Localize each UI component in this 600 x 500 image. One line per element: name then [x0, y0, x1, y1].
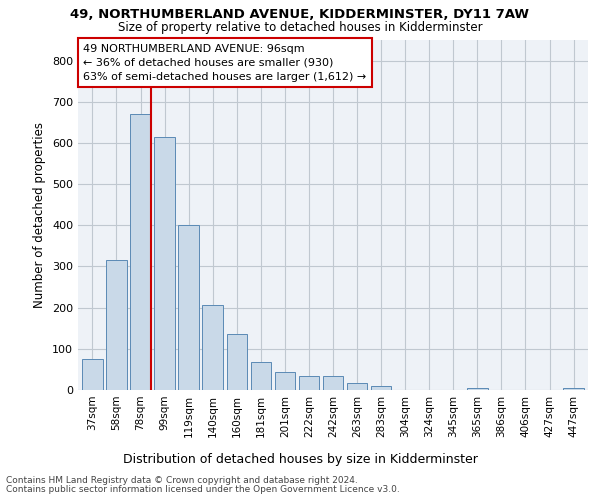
Bar	[130, 114, 151, 390]
Bar	[82, 359, 103, 390]
Bar	[275, 372, 295, 390]
Bar	[299, 376, 319, 390]
Y-axis label: Number of detached properties: Number of detached properties	[34, 122, 46, 308]
Bar	[178, 226, 199, 390]
Text: Size of property relative to detached houses in Kidderminster: Size of property relative to detached ho…	[118, 21, 482, 34]
Text: Contains public sector information licensed under the Open Government Licence v3: Contains public sector information licen…	[6, 485, 400, 494]
Bar	[202, 305, 223, 390]
Bar	[563, 388, 584, 390]
Text: Distribution of detached houses by size in Kidderminster: Distribution of detached houses by size …	[122, 452, 478, 466]
Bar	[323, 376, 343, 390]
Bar	[251, 362, 271, 390]
Bar	[467, 388, 488, 390]
Text: 49 NORTHUMBERLAND AVENUE: 96sqm
← 36% of detached houses are smaller (930)
63% o: 49 NORTHUMBERLAND AVENUE: 96sqm ← 36% of…	[83, 44, 367, 82]
Text: Contains HM Land Registry data © Crown copyright and database right 2024.: Contains HM Land Registry data © Crown c…	[6, 476, 358, 485]
Bar	[227, 334, 247, 390]
Bar	[106, 260, 127, 390]
Bar	[347, 382, 367, 390]
Bar	[371, 386, 391, 390]
Bar	[154, 137, 175, 390]
Text: 49, NORTHUMBERLAND AVENUE, KIDDERMINSTER, DY11 7AW: 49, NORTHUMBERLAND AVENUE, KIDDERMINSTER…	[71, 8, 530, 20]
